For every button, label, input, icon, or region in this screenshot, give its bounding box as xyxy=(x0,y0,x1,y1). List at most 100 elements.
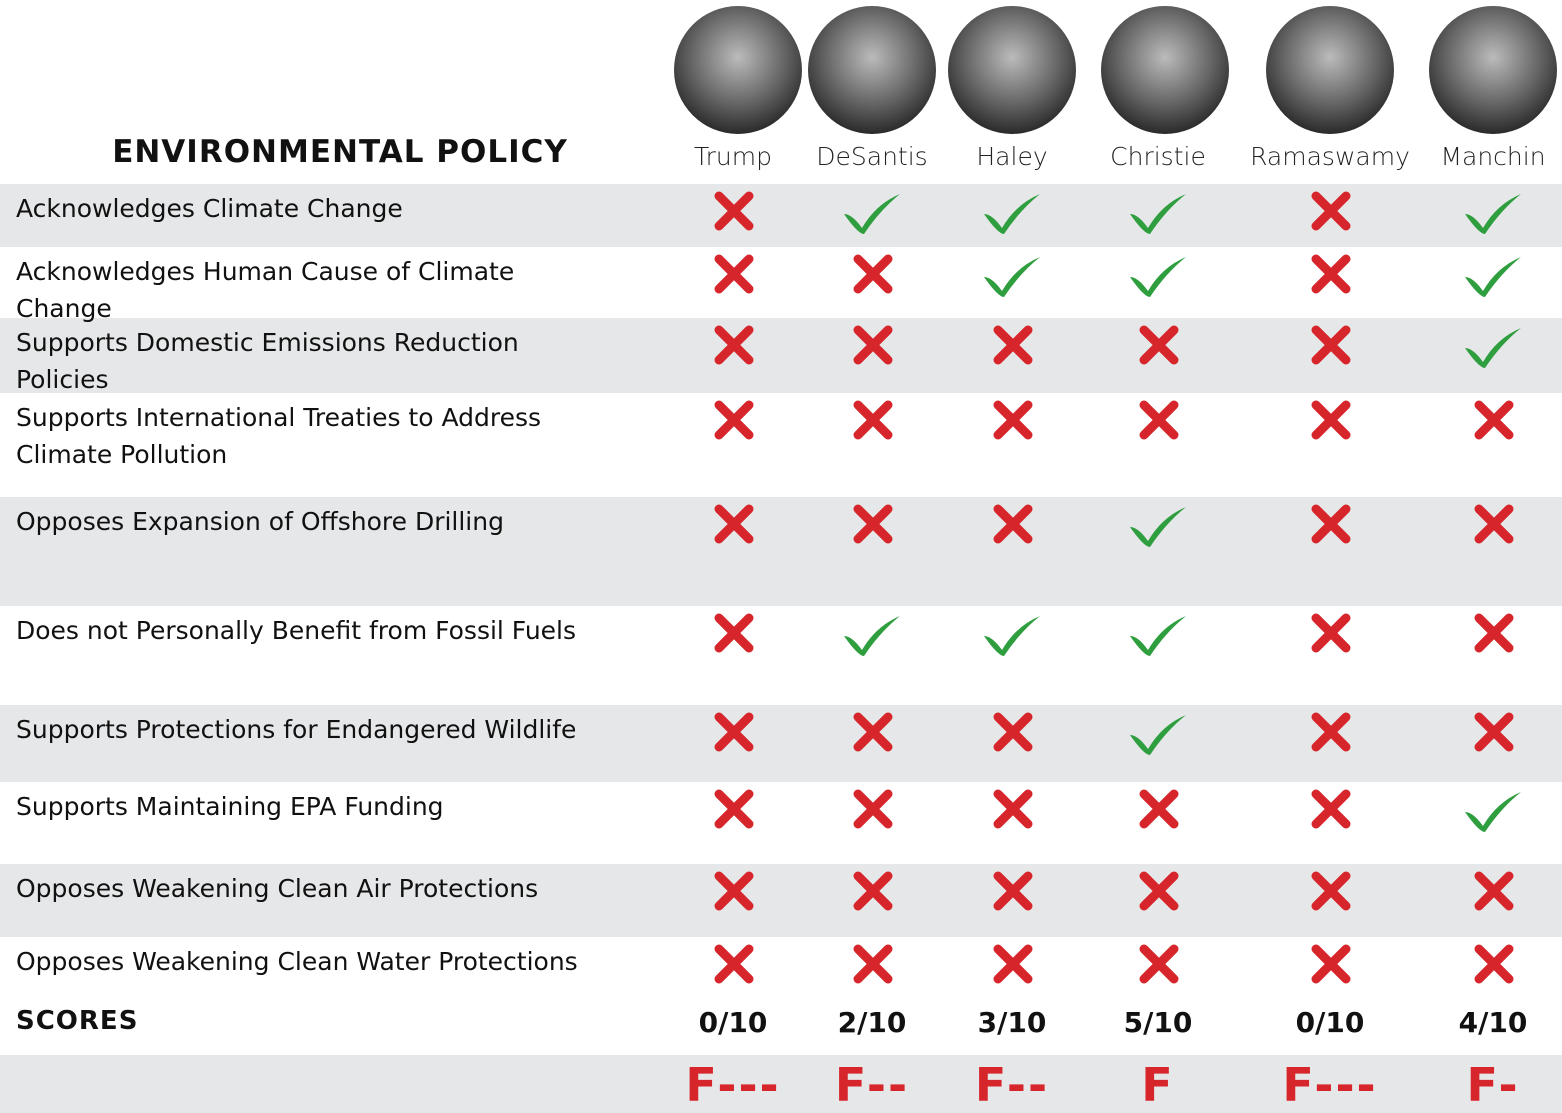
mark-shape xyxy=(858,405,888,435)
check-mark xyxy=(1461,251,1525,301)
cross-mark xyxy=(1461,501,1525,551)
cross-mark xyxy=(701,251,765,301)
cross-mark xyxy=(840,786,904,836)
portrait xyxy=(808,6,936,134)
candidate-name: Christie xyxy=(1073,142,1243,171)
mark-shape xyxy=(719,259,749,289)
cross-mark xyxy=(980,941,1044,991)
mark-shape xyxy=(1130,715,1186,755)
mark-shape xyxy=(858,509,888,539)
cross-mark xyxy=(1461,868,1525,918)
grade: F- xyxy=(1408,1058,1562,1112)
mark-shape xyxy=(998,876,1028,906)
cross-mark xyxy=(1126,868,1190,918)
portrait xyxy=(674,6,802,134)
mark-shape xyxy=(1144,949,1174,979)
cross-mark xyxy=(840,709,904,759)
mark-shape xyxy=(1130,616,1186,656)
mark-shape xyxy=(1479,949,1509,979)
mark-shape xyxy=(998,794,1028,824)
mark-shape xyxy=(1465,792,1521,832)
cross-mark xyxy=(980,501,1044,551)
mark-shape xyxy=(1316,876,1346,906)
cross-mark xyxy=(1461,397,1525,447)
mark-shape xyxy=(719,949,749,979)
cross-mark xyxy=(1298,941,1362,991)
cross-mark xyxy=(1298,397,1362,447)
check-mark xyxy=(1126,188,1190,238)
mark-shape xyxy=(984,257,1040,297)
mark-shape xyxy=(1130,194,1186,234)
page: ENVIRONMENTAL POLICY SCORES Trump0/10F--… xyxy=(0,0,1562,1113)
score: 3/10 xyxy=(927,1006,1097,1039)
mark-shape xyxy=(1316,717,1346,747)
mark-shape xyxy=(719,405,749,435)
cross-mark xyxy=(701,786,765,836)
check-mark xyxy=(1126,251,1190,301)
cross-mark xyxy=(701,610,765,660)
row-label: Opposes Weakening Clean Air Protections xyxy=(16,870,616,907)
mark-shape xyxy=(984,194,1040,234)
check-mark xyxy=(840,188,904,238)
grade: F-- xyxy=(927,1058,1097,1112)
portraits xyxy=(0,0,1562,140)
mark-shape xyxy=(844,194,900,234)
mark-shape xyxy=(719,717,749,747)
mark-shape xyxy=(1316,794,1346,824)
score: 5/10 xyxy=(1073,1006,1243,1039)
row-label: Supports Maintaining EPA Funding xyxy=(16,788,616,825)
cross-mark xyxy=(1461,709,1525,759)
mark-shape xyxy=(719,618,749,648)
portrait xyxy=(1101,6,1229,134)
cross-mark xyxy=(840,868,904,918)
portrait xyxy=(1429,6,1557,134)
cross-mark xyxy=(980,868,1044,918)
scores-label: SCORES xyxy=(16,1006,138,1036)
cross-mark xyxy=(980,709,1044,759)
mark-shape xyxy=(998,330,1028,360)
mark-shape xyxy=(1479,876,1509,906)
cross-mark xyxy=(980,397,1044,447)
row-label: Acknowledges Human Cause of Climate Chan… xyxy=(16,253,616,327)
mark-shape xyxy=(1465,257,1521,297)
mark-shape xyxy=(1130,257,1186,297)
mark-shape xyxy=(1479,618,1509,648)
cross-mark xyxy=(1298,188,1362,238)
mark-shape xyxy=(1144,876,1174,906)
grade: F--- xyxy=(1245,1058,1415,1112)
mark-shape xyxy=(1130,507,1186,547)
cross-mark xyxy=(1298,251,1362,301)
cross-mark xyxy=(1126,397,1190,447)
cross-mark xyxy=(1298,868,1362,918)
cross-mark xyxy=(1298,501,1362,551)
check-mark xyxy=(1126,501,1190,551)
table-title: ENVIRONMENTAL POLICY xyxy=(60,134,620,170)
cross-mark xyxy=(1461,610,1525,660)
score: 0/10 xyxy=(1245,1006,1415,1039)
cross-mark xyxy=(1298,786,1362,836)
row-label: Opposes Weakening Clean Water Protection… xyxy=(16,943,616,980)
cross-mark xyxy=(1126,322,1190,372)
mark-shape xyxy=(998,509,1028,539)
cross-mark xyxy=(1298,322,1362,372)
mark-shape xyxy=(858,794,888,824)
mark-shape xyxy=(719,196,749,226)
row-label: Supports International Treaties to Addre… xyxy=(16,399,616,473)
cross-mark xyxy=(701,941,765,991)
mark-shape xyxy=(1465,194,1521,234)
row-label: Opposes Expansion of Offshore Drilling xyxy=(16,503,616,540)
cross-mark xyxy=(840,501,904,551)
check-mark xyxy=(840,610,904,660)
grade: F xyxy=(1073,1058,1243,1112)
row-label: Supports Protections for Endangered Wild… xyxy=(16,711,616,748)
portrait xyxy=(948,6,1076,134)
mark-shape xyxy=(1316,405,1346,435)
check-mark xyxy=(980,610,1044,660)
portrait xyxy=(1266,6,1394,134)
mark-shape xyxy=(858,717,888,747)
mark-shape xyxy=(1316,949,1346,979)
cross-mark xyxy=(1126,786,1190,836)
mark-shape xyxy=(1316,509,1346,539)
cross-mark xyxy=(840,322,904,372)
mark-shape xyxy=(719,330,749,360)
